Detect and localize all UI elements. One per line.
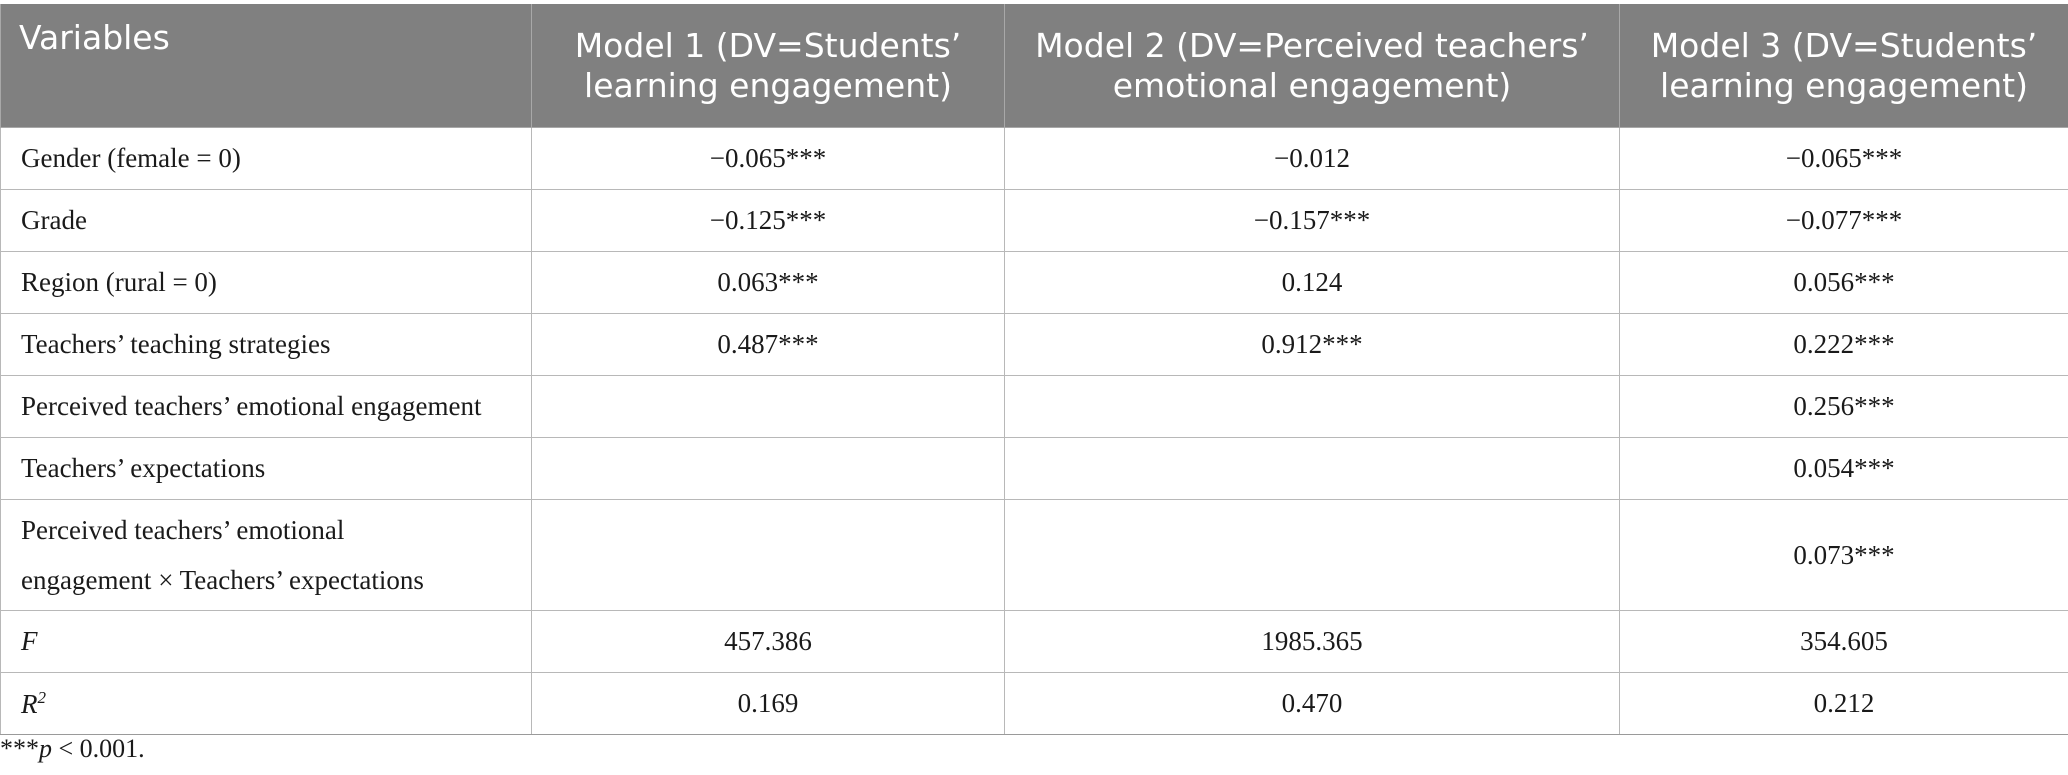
cell-model-2: 0.470	[1004, 672, 1620, 735]
header-model-3-line2: learning engagement)	[1660, 65, 2028, 105]
footnote-text: < 0.001.	[52, 734, 145, 763]
cell-model-2	[1004, 375, 1620, 438]
row-label: Perceived teachers’ emotional engagement	[0, 375, 532, 438]
header-model-2-line2: emotional engagement)	[1112, 65, 1512, 105]
cell-model-3: 0.073***	[1619, 499, 2068, 611]
table-row: Gender (female = 0) −0.065*** −0.012 −0.…	[0, 127, 2068, 190]
cell-model-1: 0.169	[531, 672, 1005, 735]
footnote-stars: ***	[0, 734, 39, 763]
header-model-1-line2: learning engagement)	[584, 65, 952, 105]
row-label-line2: engagement × Teachers’ expectations	[21, 565, 424, 595]
header-variables: Variables	[0, 4, 532, 128]
cell-model-2	[1004, 437, 1620, 500]
cell-model-1: −0.125***	[531, 189, 1005, 252]
row-label-f: F	[0, 610, 532, 673]
cell-model-2: 0.912***	[1004, 313, 1620, 376]
row-label: Teachers’ expectations	[0, 437, 532, 500]
table-row: Region (rural = 0) 0.063*** 0.124 0.056*…	[0, 251, 2068, 314]
cell-model-3: 354.605	[1619, 610, 2068, 673]
cell-model-2: 1985.365	[1004, 610, 1620, 673]
row-label-r-squared: R2	[0, 672, 532, 735]
cell-model-2: 0.124	[1004, 251, 1620, 314]
row-label: Grade	[0, 189, 532, 252]
cell-model-2: −0.157***	[1004, 189, 1620, 252]
header-model-3: Model 3 (DV=Students’ learning engagemen…	[1619, 4, 2068, 128]
table-row: Perceived teachers’ emotional engagement…	[0, 499, 2068, 611]
regression-table: Variables Model 1 (DV=Students’ learning…	[0, 4, 2068, 735]
header-model-2-line1: Model 2 (DV=Perceived teachers’	[1035, 25, 1589, 65]
table-row: Teachers’ expectations 0.054***	[0, 437, 2068, 500]
cell-model-2: −0.012	[1004, 127, 1620, 190]
row-label: Region (rural = 0)	[0, 251, 532, 314]
cell-model-1	[531, 437, 1005, 500]
cell-model-3: −0.065***	[1619, 127, 2068, 190]
f-statistic-row: F 457.386 1985.365 354.605	[0, 610, 2068, 673]
row-label: Perceived teachers’ emotional engagement…	[0, 499, 532, 611]
header-row: Variables Model 1 (DV=Students’ learning…	[0, 4, 2068, 128]
table-row: Teachers’ teaching strategies 0.487*** 0…	[0, 313, 2068, 376]
r-superscript: 2	[37, 687, 47, 707]
cell-model-2	[1004, 499, 1620, 611]
table-row: Perceived teachers’ emotional engagement…	[0, 375, 2068, 438]
regression-table-container: Variables Model 1 (DV=Students’ learning…	[0, 4, 2068, 735]
cell-model-3: 0.054***	[1619, 437, 2068, 500]
r-squared-row: R2 0.169 0.470 0.212	[0, 672, 2068, 735]
cell-model-1: 0.063***	[531, 251, 1005, 314]
header-model-1: Model 1 (DV=Students’ learning engagemen…	[531, 4, 1005, 128]
header-model-2: Model 2 (DV=Perceived teachers’ emotiona…	[1004, 4, 1620, 128]
cell-model-1: 0.487***	[531, 313, 1005, 376]
table-row: Grade −0.125*** −0.157*** −0.077***	[0, 189, 2068, 252]
row-label: Gender (female = 0)	[0, 127, 532, 190]
cell-model-3: 0.256***	[1619, 375, 2068, 438]
header-model-1-line1: Model 1 (DV=Students’	[574, 25, 962, 65]
cell-model-3: 0.212	[1619, 672, 2068, 735]
cell-model-1	[531, 499, 1005, 611]
r-symbol: R	[21, 688, 38, 719]
table-footnote: ***p < 0.001.	[0, 734, 145, 764]
cell-model-3: −0.077***	[1619, 189, 2068, 252]
header-variables-label: Variables	[19, 18, 170, 57]
cell-model-1: 457.386	[531, 610, 1005, 673]
row-label: Teachers’ teaching strategies	[0, 313, 532, 376]
cell-model-3: 0.222***	[1619, 313, 2068, 376]
cell-model-1: −0.065***	[531, 127, 1005, 190]
footnote-p: p	[39, 734, 52, 763]
cell-model-3: 0.056***	[1619, 251, 2068, 314]
cell-model-1	[531, 375, 1005, 438]
header-model-3-line1: Model 3 (DV=Students’	[1650, 25, 2038, 65]
row-label-line1: Perceived teachers’ emotional	[21, 515, 345, 545]
